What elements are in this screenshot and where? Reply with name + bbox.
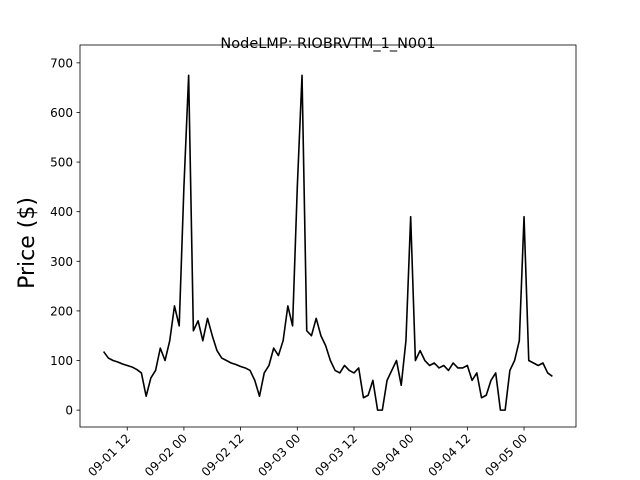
y-axis-label: Price ($) [15, 197, 40, 289]
x-tick-label: 09-02 12 [199, 431, 247, 479]
y-tick-label: 0 [65, 404, 73, 418]
chart-title: NodeLMP: RIOBRVTM_1_N001 [220, 36, 435, 52]
x-tick-label: 09-02 00 [142, 431, 190, 479]
x-tick-label: 09-03 12 [312, 431, 360, 479]
x-tick-label: 09-05 00 [482, 431, 530, 479]
x-tick-label: 09-03 00 [255, 431, 303, 479]
x-tick-label: 09-04 00 [369, 431, 417, 479]
y-tick-label: 600 [50, 106, 73, 120]
line-series [102, 74, 553, 411]
y-tick-label: 300 [50, 255, 73, 269]
y-tick-label: 200 [50, 304, 73, 318]
plot-frame [79, 44, 577, 428]
x-tick-label: 09-01 12 [85, 431, 133, 479]
x-tick-label: 09-04 12 [425, 431, 473, 479]
y-tick-label: 100 [50, 354, 73, 368]
y-tick-label: 400 [50, 205, 73, 219]
y-tick-label: 700 [50, 56, 73, 70]
y-tick-label: 500 [50, 156, 73, 170]
